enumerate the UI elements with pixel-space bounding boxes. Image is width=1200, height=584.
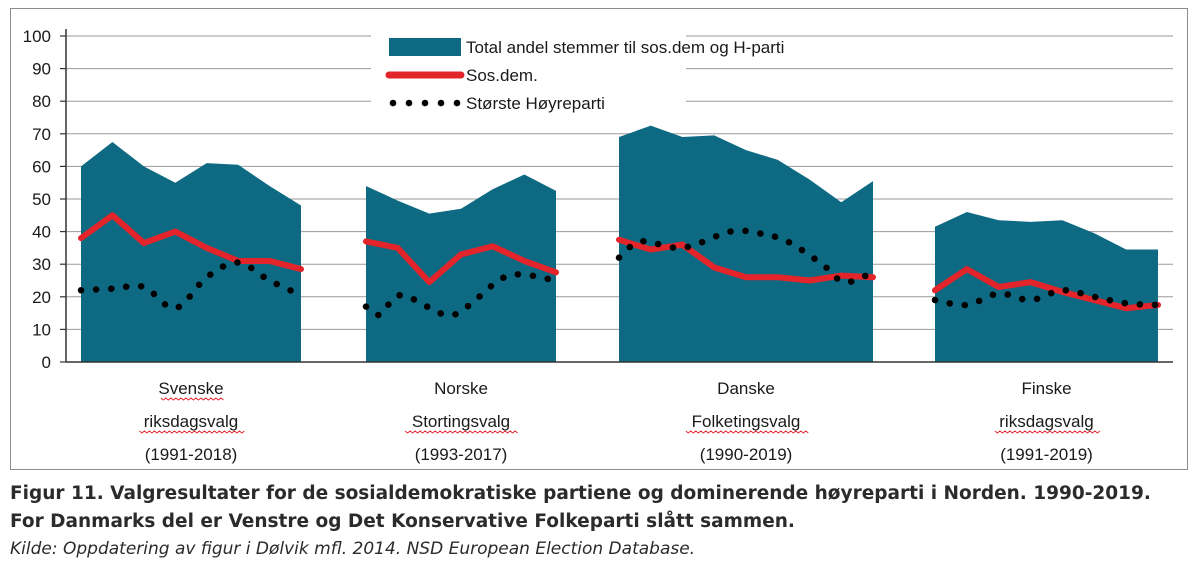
- caption-title: Figur 11. Valgresultater for de sosialde…: [10, 483, 1151, 532]
- caption-source: Kilde: Oppdatering av figur i Dølvik mfl…: [10, 539, 696, 559]
- category-label-line: Norske: [434, 379, 488, 398]
- category-label-line: riksdagsvalg: [999, 412, 1094, 431]
- category-label-line: Stortingsvalg: [412, 412, 510, 431]
- category-label-line: Danske: [717, 379, 775, 398]
- y-tick-label: 50: [32, 190, 51, 209]
- hoyre-dotted-line-2: [615, 227, 877, 286]
- y-tick-label: 20: [32, 288, 51, 307]
- total-area-0: [81, 141, 301, 362]
- category-label-line: (1993-2017): [415, 445, 508, 464]
- y-tick-label: 100: [23, 27, 51, 46]
- y-tick-label: 30: [32, 255, 51, 274]
- spellcheck-underline: [404, 430, 518, 434]
- legend-dot: [405, 99, 413, 107]
- sosdem-line-1: [363, 238, 559, 286]
- spellcheck-underline: [685, 430, 809, 434]
- total-area-1: [366, 174, 556, 362]
- figure-caption: Figur 11. Valgresultater for de sosialde…: [10, 480, 1190, 562]
- total-area-2: [619, 125, 873, 363]
- legend-dot: [389, 99, 397, 107]
- legend: Total andel stemmer til sos.dem og H-par…: [385, 38, 784, 113]
- y-tick-label: 60: [32, 157, 51, 176]
- category-label-line: Svenske: [158, 379, 223, 398]
- y-tick-label: 10: [32, 320, 51, 339]
- sosdem-line-0: [78, 212, 304, 273]
- y-tick-labels: 0 10 20 30 40 50 60 70 80 90 100: [23, 27, 51, 372]
- category-label-line: (1991-2018): [145, 445, 238, 464]
- hoyre-dotted-line-1: [362, 271, 560, 319]
- area-series: [81, 125, 1158, 363]
- legend-swatch-hoyre: [389, 99, 461, 107]
- category-label-line: (1990-2019): [700, 445, 793, 464]
- legend-label-sosdem: Sos.dem.: [466, 66, 538, 85]
- category-label-line: riksdagsvalg: [144, 412, 239, 431]
- hoyre-dotted-line-3: [931, 287, 1162, 309]
- chart-frame: 0 10 20 30 40 50 60 70 80 90 100 Total andel stemm…: [10, 8, 1188, 470]
- y-tick-label: 90: [32, 60, 51, 79]
- legend-dot: [437, 99, 445, 107]
- line-series: [77, 212, 1162, 319]
- y-tick-label: 70: [32, 125, 51, 144]
- spellcheck-underline: [139, 430, 245, 434]
- category-label-line: (1991-2019): [1000, 445, 1093, 464]
- sosdem-line-3: [932, 266, 1161, 312]
- legend-dot: [453, 99, 461, 107]
- y-tick-label: 40: [32, 223, 51, 242]
- y-tick-label: 80: [32, 92, 51, 111]
- category-labels: Svenske riksdagsvalg (1991-2018) Norske Stor…: [139, 379, 1101, 464]
- sosdem-line-2: [616, 236, 876, 284]
- legend-label-total: Total andel stemmer til sos.dem og H-par…: [466, 38, 784, 57]
- category-label-line: Finske: [1021, 379, 1071, 398]
- y-axis: [65, 29, 1173, 363]
- spellcheck-underline: [160, 397, 224, 401]
- legend-swatch-total: [389, 38, 461, 56]
- y-tick-label: 0: [42, 353, 51, 372]
- spellcheck-underline: [994, 430, 1101, 434]
- hoyre-dotted-line-0: [77, 259, 305, 312]
- legend-label-hoyre: Største Høyreparti: [466, 94, 605, 113]
- category-label-line: Folketingsvalg: [692, 412, 801, 431]
- legend-dot: [421, 99, 429, 107]
- election-chart: 0 10 20 30 40 50 60 70 80 90 100 Total andel stemm…: [23, 23, 1173, 464]
